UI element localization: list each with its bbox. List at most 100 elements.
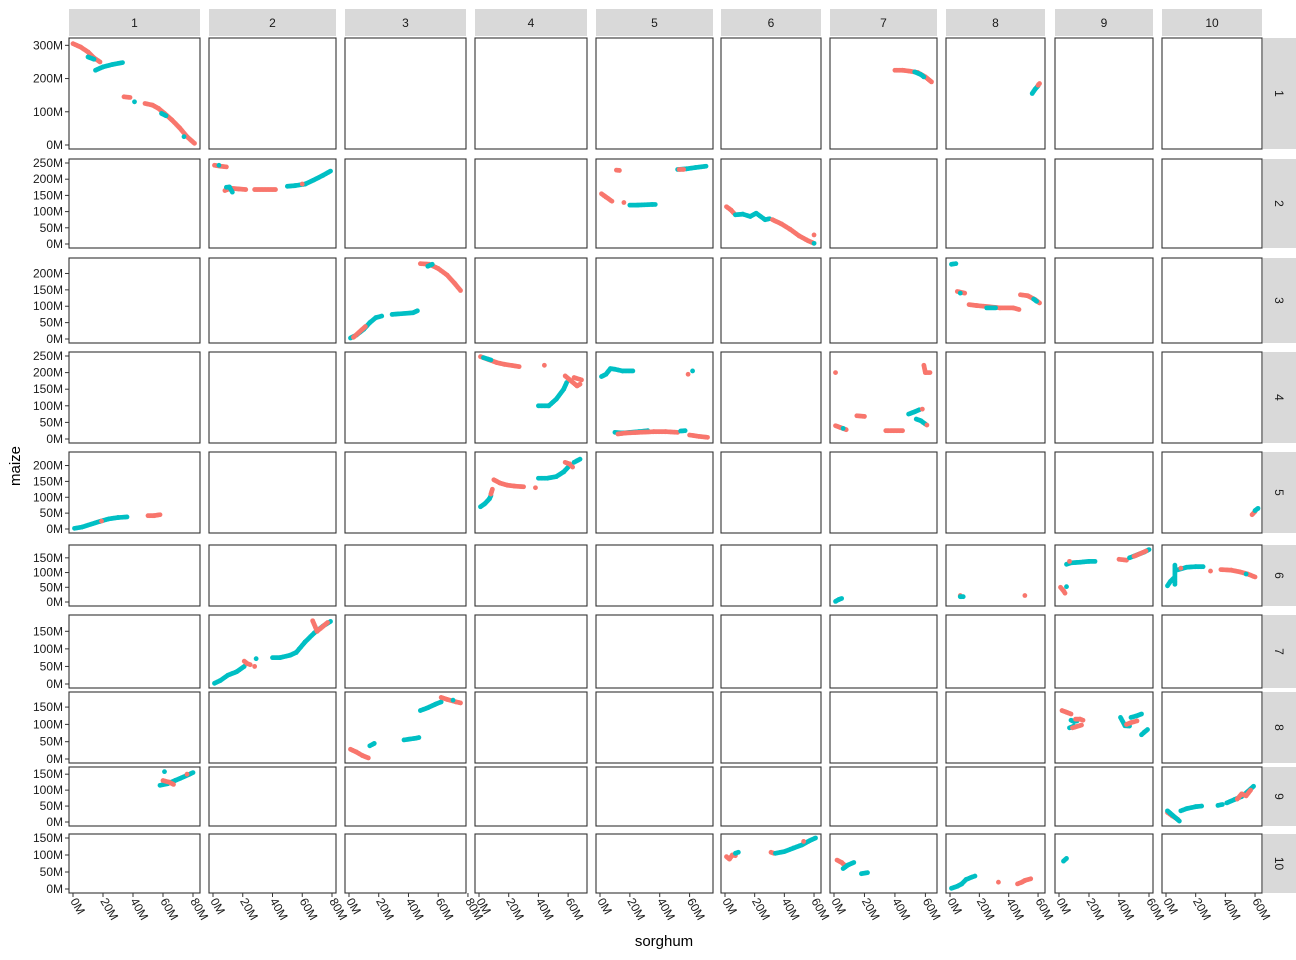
point-run bbox=[571, 456, 583, 465]
point-run bbox=[241, 658, 253, 668]
facet-panel bbox=[208, 37, 337, 150]
facet-panel bbox=[720, 544, 822, 607]
point-run bbox=[957, 594, 966, 600]
column-strip bbox=[1162, 9, 1262, 36]
facet-panel bbox=[1054, 351, 1154, 444]
y-axes: 0M100M200M300M0M50M100M150M200M250M0M50M… bbox=[33, 38, 69, 896]
point-run bbox=[310, 618, 330, 634]
facet-panel bbox=[344, 833, 467, 894]
facet-panel bbox=[68, 691, 201, 764]
point-run bbox=[811, 232, 817, 238]
column-strip bbox=[209, 9, 336, 36]
point-run bbox=[536, 380, 570, 409]
y-tick-label: 200M bbox=[33, 266, 63, 280]
point-run bbox=[687, 432, 710, 440]
y-tick-label: 100M bbox=[33, 783, 63, 797]
facet-panel bbox=[208, 691, 337, 764]
point-run bbox=[1165, 808, 1182, 824]
x-tick-label: 60M bbox=[157, 896, 181, 923]
point-run bbox=[599, 366, 636, 379]
point-run bbox=[919, 406, 925, 412]
point-run bbox=[984, 305, 998, 311]
y-tick-label: 200M bbox=[33, 72, 63, 86]
y-tick-label: 50M bbox=[40, 799, 63, 813]
x-tick-label: 40M bbox=[889, 896, 913, 923]
y-tick-label: 250M bbox=[33, 349, 63, 363]
y-tick-label: 150M bbox=[33, 624, 63, 638]
point-run bbox=[906, 407, 922, 417]
facet-panel bbox=[720, 351, 822, 444]
facet-panel bbox=[68, 257, 201, 344]
facet-panel bbox=[208, 833, 337, 894]
x-tick-label: 60M bbox=[684, 896, 708, 923]
y-tick-label: 100M bbox=[33, 205, 63, 219]
point-run bbox=[491, 477, 526, 490]
point-run bbox=[1139, 727, 1150, 738]
point-run bbox=[389, 308, 420, 317]
facet-panel bbox=[1161, 614, 1263, 689]
point-run bbox=[1029, 83, 1041, 96]
x-tick-label: 40M bbox=[1113, 896, 1137, 923]
y-tick-label: 150M bbox=[33, 474, 63, 488]
x-tick-label: 60M bbox=[920, 896, 944, 923]
y-tick-label: 100M bbox=[33, 105, 63, 119]
row-strip bbox=[1263, 834, 1296, 893]
point-run bbox=[1124, 718, 1140, 727]
point-run bbox=[181, 134, 187, 140]
y-tick-label: 100M bbox=[33, 399, 63, 413]
point-run bbox=[72, 514, 130, 531]
point-run bbox=[949, 873, 978, 891]
y-tick-label: 100M bbox=[33, 848, 63, 862]
point-run bbox=[159, 111, 169, 119]
facet-panel bbox=[595, 351, 714, 444]
facet-panel bbox=[720, 614, 822, 689]
x-tick-label: 20M bbox=[749, 896, 773, 923]
facet-panel bbox=[945, 351, 1046, 444]
point-run bbox=[348, 746, 371, 761]
point-run bbox=[690, 368, 695, 374]
y-tick-label: 200M bbox=[33, 366, 63, 380]
row-strip bbox=[1263, 545, 1296, 606]
point-run bbox=[614, 167, 622, 173]
column-strip-label: 7 bbox=[880, 16, 887, 30]
facet-panel bbox=[945, 257, 1046, 344]
facet-panel bbox=[344, 544, 467, 607]
facet-panel bbox=[68, 833, 201, 894]
column-strip-label: 8 bbox=[992, 16, 999, 30]
point-run bbox=[811, 240, 817, 246]
facet-panel bbox=[474, 544, 588, 607]
row-strip bbox=[1263, 692, 1296, 763]
row-strip-label: 3 bbox=[1272, 297, 1286, 304]
point-run bbox=[450, 697, 456, 703]
point-run bbox=[1022, 593, 1028, 598]
x-tick-label: 0M bbox=[944, 896, 964, 917]
facet-panel bbox=[829, 158, 938, 249]
facet-panel bbox=[208, 351, 337, 444]
point-run bbox=[425, 261, 435, 269]
facet-panel bbox=[68, 158, 201, 249]
point-run bbox=[212, 664, 247, 686]
row-strip-labels: 1 2 3 4 5 6 7 8 9 10 bbox=[1263, 38, 1296, 893]
x-tick-label: 40M bbox=[1003, 896, 1027, 923]
point-run bbox=[840, 425, 846, 431]
facet-panel bbox=[474, 766, 588, 827]
y-tick-label: 150M bbox=[33, 188, 63, 202]
point-run bbox=[883, 428, 905, 434]
facet-panel bbox=[945, 691, 1046, 764]
column-strip-label: 5 bbox=[651, 16, 658, 30]
x-tick-label: 0M bbox=[67, 896, 87, 917]
facet-panel bbox=[945, 37, 1046, 150]
facet-panel bbox=[1054, 766, 1154, 827]
y-tick-label: 50M bbox=[40, 580, 63, 594]
point-run bbox=[481, 355, 494, 363]
point-run bbox=[1058, 584, 1068, 596]
x-tick-label: 0M bbox=[719, 896, 739, 917]
x-tick-label: 20M bbox=[974, 896, 998, 923]
facet-panel bbox=[1161, 451, 1263, 534]
point-run bbox=[562, 459, 575, 470]
y-tick-label: 100M bbox=[33, 642, 63, 656]
y-tick-label: 0M bbox=[46, 138, 63, 152]
facet-panel bbox=[720, 691, 822, 764]
